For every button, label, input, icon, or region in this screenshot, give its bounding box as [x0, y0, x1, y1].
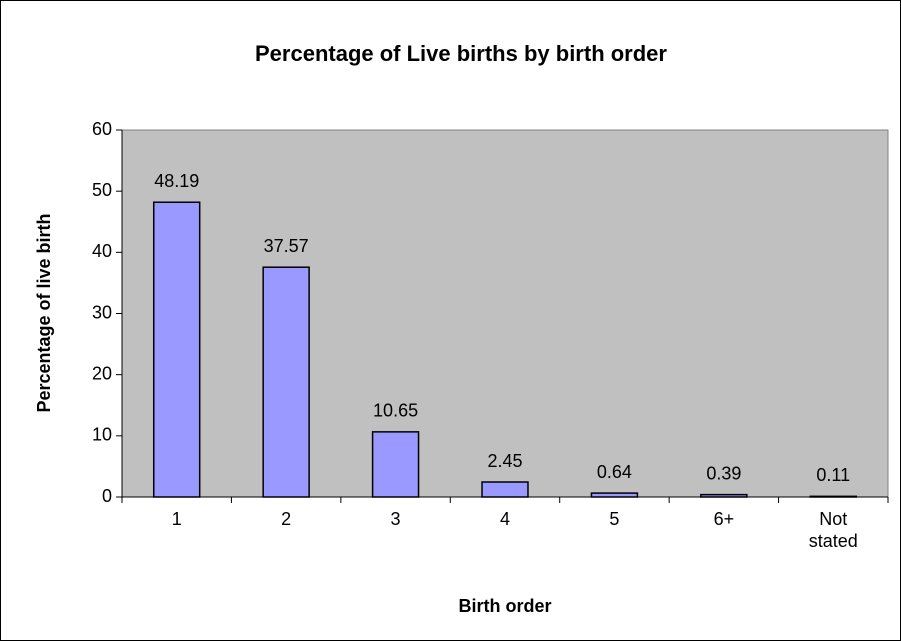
data-label: 10.65 — [373, 401, 418, 421]
y-tick-label: 20 — [92, 363, 112, 383]
bar — [371, 431, 420, 498]
bar — [481, 481, 529, 498]
x-tick-label: 6+ — [713, 509, 735, 529]
x-tick-label: 1 — [171, 509, 182, 529]
data-label: 0.64 — [597, 462, 632, 482]
y-axis-label: Percentage of live birth — [34, 213, 54, 412]
bar — [700, 493, 748, 498]
data-label: 0.39 — [706, 463, 741, 483]
data-label: 37.57 — [264, 236, 309, 256]
y-tick-label: 10 — [92, 425, 112, 445]
x-tick-label: 4 — [499, 509, 510, 529]
bar — [590, 492, 639, 498]
x-tick-label: 2 — [281, 509, 292, 529]
bar — [262, 266, 310, 498]
data-label: 2.45 — [487, 451, 522, 471]
y-tick-label: 60 — [92, 119, 112, 139]
x-tick-label: Not stated — [808, 509, 858, 551]
bar — [152, 201, 201, 498]
y-tick-label: 0 — [102, 486, 112, 506]
y-tick-label: 50 — [92, 180, 112, 200]
y-tick-label: 30 — [92, 302, 112, 322]
x-axis-label: Birth order — [458, 596, 551, 616]
y-tick-label: 40 — [92, 241, 112, 261]
x-tick-label: 3 — [390, 509, 401, 529]
plot-area — [121, 129, 889, 498]
bar — [809, 495, 858, 498]
data-label: 48.19 — [154, 171, 199, 191]
chart-title: Percentage of Live births by birth order — [255, 41, 667, 66]
x-tick-label: 5 — [609, 509, 620, 529]
data-label: 0.11 — [816, 465, 850, 485]
